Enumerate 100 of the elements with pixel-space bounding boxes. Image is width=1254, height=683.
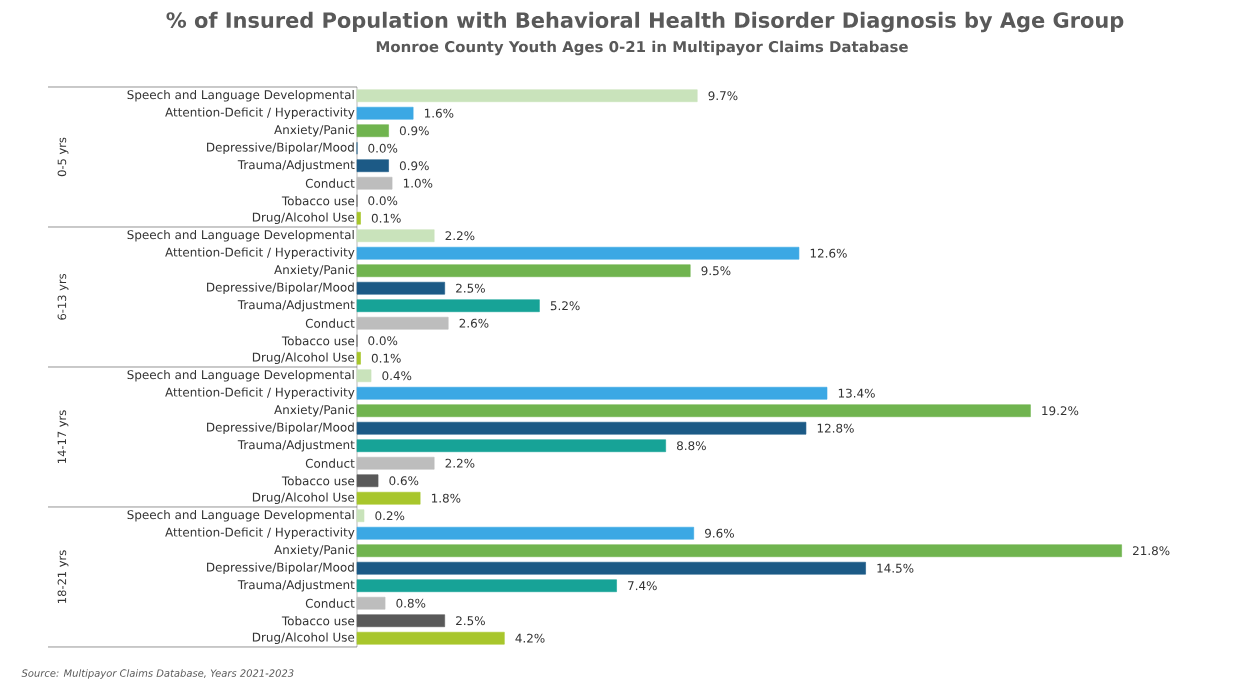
bar: [356, 509, 365, 523]
bar: [356, 421, 807, 435]
data-label: 0.9%: [399, 126, 429, 136]
bar: [356, 159, 389, 173]
data-label: 21.8%: [1133, 546, 1170, 556]
data-label: 2.2%: [445, 458, 475, 468]
data-label: 0.4%: [382, 371, 412, 381]
y-tick-label: Conduct: [305, 598, 355, 608]
data-label: 12.8%: [817, 423, 854, 433]
bar: [356, 264, 691, 278]
y-tick-label: Attention-Deficit / Hyperactivity: [165, 107, 355, 120]
bar: [356, 124, 389, 138]
y-tick-label: Conduct: [305, 318, 355, 328]
bar: [356, 106, 414, 120]
data-label: 7.4%: [628, 581, 657, 591]
data-label: 2.5%: [456, 616, 485, 626]
data-label: 14.5%: [877, 563, 914, 573]
data-label: 1.8%: [431, 493, 461, 503]
y-tick-label: Trauma/Adjustment: [237, 159, 355, 172]
data-label: 5.2%: [550, 301, 580, 311]
bar: [356, 351, 361, 365]
data-label: 0.0%: [368, 196, 398, 206]
data-label: 9.6%: [704, 528, 734, 538]
y-tick-label: Anxiety/Panic: [274, 544, 355, 557]
bar: [356, 439, 666, 453]
data-label: 0.9%: [399, 161, 429, 171]
bar: [356, 544, 1122, 558]
bar: [356, 386, 828, 400]
bar: [356, 596, 386, 610]
chart-title: % of Insured Population with Behavioral Health Disorder Diagnosis by Age Group: [166, 11, 1124, 33]
data-label: 0.0%: [368, 143, 398, 153]
bar: [356, 474, 379, 488]
bar: [356, 614, 445, 628]
data-label: 2.2%: [445, 231, 475, 241]
y-tick-label: Drug/Alcohol Use: [252, 492, 355, 505]
bar: [356, 491, 421, 505]
y-tick-label: Anxiety/Panic: [274, 404, 355, 417]
y-tick-label: Tobacco use: [281, 336, 355, 346]
y-tick-label: Attention-Deficit / Hyperactivity: [165, 527, 355, 540]
y-tick-label: Depressive/Bipolar/Mood: [207, 562, 354, 575]
data-label: 19.2%: [1042, 406, 1079, 416]
y-tick-label: Tobacco use: [281, 476, 355, 486]
y-tick-label: Trauma/Adjustment: [237, 579, 355, 592]
y-tick-label: Depressive/Bipolar/Mood: [207, 282, 354, 295]
data-label: 0.6%: [389, 476, 419, 486]
bar: [356, 89, 698, 103]
y-axis-title: 6-13 yrs: [57, 274, 69, 320]
y-tick-label: Trauma/Adjustment: [237, 299, 355, 312]
y-tick-label: Attention-Deficit / Hyperactivity: [165, 387, 355, 400]
data-label: 0.8%: [396, 598, 426, 608]
y-tick-label: Conduct: [305, 178, 355, 188]
data-label: 0.1%: [371, 213, 401, 223]
bar: [356, 526, 695, 540]
data-label: 9.5%: [701, 266, 731, 276]
data-label: 12.6%: [810, 248, 847, 258]
bar: [356, 369, 372, 383]
bar: [356, 299, 540, 313]
y-tick-label: Attention-Deficit / Hyperactivity: [165, 247, 355, 260]
y-tick-label: Depressive/Bipolar/Mood: [207, 422, 354, 435]
y-axis-title: 18-21 yrs: [57, 550, 69, 603]
data-label: 9.7%: [708, 91, 738, 101]
bar: [356, 316, 449, 330]
data-label: 1.0%: [403, 178, 433, 188]
y-axis-title: 0-5 yrs: [57, 137, 69, 177]
data-label: 2.5%: [456, 283, 485, 293]
bar: [356, 561, 866, 575]
bar: [356, 456, 435, 470]
bar: [356, 211, 361, 225]
y-tick-label: Speech and Language Developmental: [127, 509, 354, 522]
data-label: 1.6%: [424, 108, 454, 118]
bar: [356, 404, 1031, 418]
y-tick-label: Speech and Language Developmental: [127, 89, 354, 102]
chart-subtitle: Monroe County Youth Ages 0-21 in Multipayor Claims Database: [376, 40, 908, 56]
y-tick-label: Conduct: [305, 458, 355, 468]
source-note: Source: Multipayor Claims Database, Years 2021-2023: [21, 669, 294, 679]
y-tick-label: Depressive/Bipolar/Mood: [207, 142, 354, 155]
data-label: 0.2%: [375, 511, 405, 521]
y-tick-label: Drug/Alcohol Use: [252, 632, 355, 645]
bar: [356, 229, 435, 243]
bar: [356, 281, 445, 295]
bar: [356, 176, 393, 190]
y-tick-label: Drug/Alcohol Use: [252, 212, 355, 225]
y-tick-label: Speech and Language Developmental: [127, 369, 354, 382]
data-label: 4.2%: [515, 633, 545, 643]
bar: [356, 579, 617, 593]
data-label: 0.1%: [371, 353, 401, 363]
y-tick-label: Tobacco use: [281, 196, 355, 206]
y-tick-label: Trauma/Adjustment: [237, 439, 355, 452]
bar: [356, 246, 800, 260]
data-label: 2.6%: [459, 318, 489, 328]
data-label: 0.0%: [368, 336, 398, 346]
y-axis-title: 14-17 yrs: [57, 410, 69, 463]
y-tick-label: Anxiety/Panic: [274, 124, 355, 137]
bar: [356, 631, 505, 645]
data-label: 8.8%: [676, 441, 706, 451]
data-label: 13.4%: [838, 388, 875, 398]
y-tick-label: Tobacco use: [281, 616, 355, 626]
y-tick-label: Anxiety/Panic: [274, 264, 355, 277]
y-tick-label: Drug/Alcohol Use: [252, 352, 355, 365]
y-tick-label: Speech and Language Developmental: [127, 229, 354, 242]
